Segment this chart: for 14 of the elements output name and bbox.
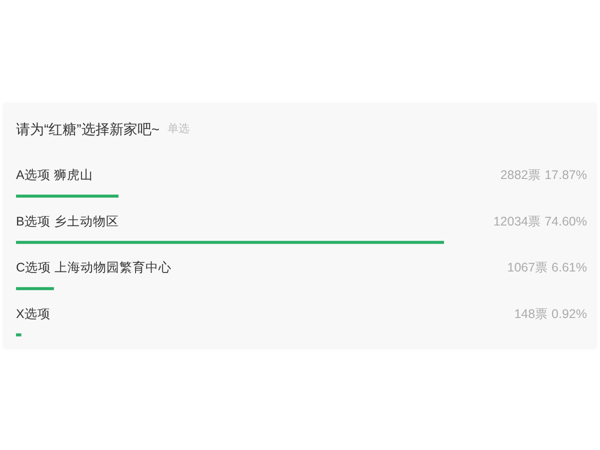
y-tick-label: B选项 乡土动物区 [16, 214, 119, 228]
y-tick-label: X选项 [16, 306, 50, 321]
data-label: 148票 0.92% [514, 306, 587, 321]
bar [16, 240, 444, 244]
data-label: 12034票 74.60% [493, 214, 587, 228]
bar [16, 194, 119, 198]
bar [16, 333, 22, 336]
y-tick-label: C选项 上海动物园繁育中心 [16, 260, 172, 275]
chart-subtitle: 单选 [168, 122, 190, 135]
chart-title: 请为“红糖”选择新家吧~ [16, 121, 160, 137]
data-label: 1067票 6.61% [507, 260, 587, 275]
data-label: 2882票 17.87% [500, 168, 587, 182]
y-tick-label: A选项 狮虎山 [16, 168, 93, 182]
bar [16, 287, 54, 290]
